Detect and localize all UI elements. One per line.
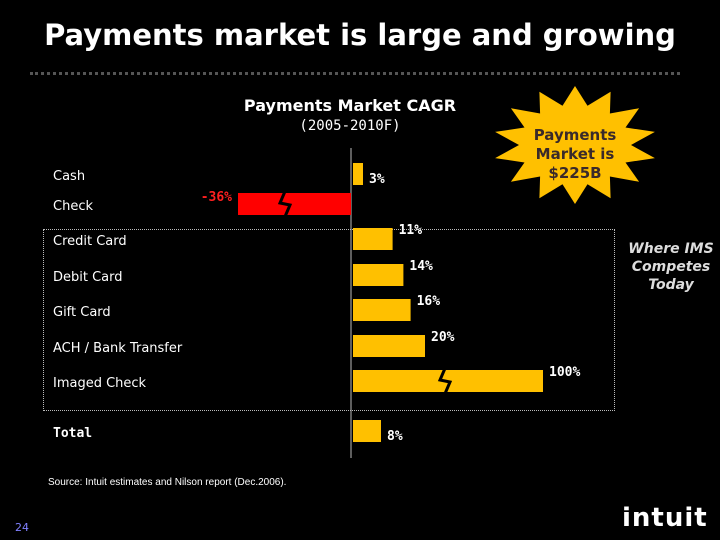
callout-starburst: [495, 86, 655, 204]
bar-check: [238, 193, 351, 215]
category-label-ach-bank-transfer: ACH / Bank Transfer: [53, 341, 183, 356]
intuit-logo: intuit: [622, 503, 708, 533]
category-label-total: Total: [53, 426, 92, 441]
axis-break-imaged-check: [437, 365, 453, 397]
value-label-total: 8%: [387, 429, 403, 444]
chart-title: Payments Market CAGR: [243, 96, 457, 115]
value-label-check: -36%: [201, 190, 232, 205]
page-number: 24: [15, 521, 29, 534]
category-label-check: Check: [53, 199, 93, 214]
source-note: Source: Intuit estimates and Nilson repo…: [48, 477, 287, 488]
category-label-cash: Cash: [53, 169, 85, 184]
callout-text: Payments Market is $225B: [533, 126, 617, 182]
value-label-imaged-check: 100%: [549, 365, 580, 380]
category-label-gift-card: Gift Card: [53, 305, 111, 320]
value-label-cash: 3%: [369, 172, 385, 187]
axis-break-check: [277, 188, 293, 220]
value-label-credit-card: 11%: [399, 223, 423, 238]
slide-title: Payments market is large and growing: [44, 18, 676, 52]
category-label-imaged-check: Imaged Check: [53, 376, 147, 391]
category-label-debit-card: Debit Card: [53, 270, 123, 285]
value-label-ach-bank-transfer: 20%: [431, 330, 455, 345]
bar-ach-bank-transfer: [353, 335, 425, 357]
chart-subtitle: (2005-2010F): [299, 118, 401, 134]
value-label-debit-card: 14%: [409, 259, 433, 274]
imaged-segment-panel: [43, 229, 615, 411]
ims-side-note: Where IMS Competes Today: [628, 241, 714, 293]
bar-total: [353, 420, 381, 442]
value-label-gift-card: 16%: [417, 294, 441, 309]
bar-cash: [353, 163, 363, 185]
title-divider: [30, 72, 680, 75]
category-label-credit-card: Credit Card: [53, 234, 127, 249]
bar-debit-card: [353, 264, 404, 286]
bar-credit-card: [353, 228, 393, 250]
bar-gift-card: [353, 299, 411, 321]
